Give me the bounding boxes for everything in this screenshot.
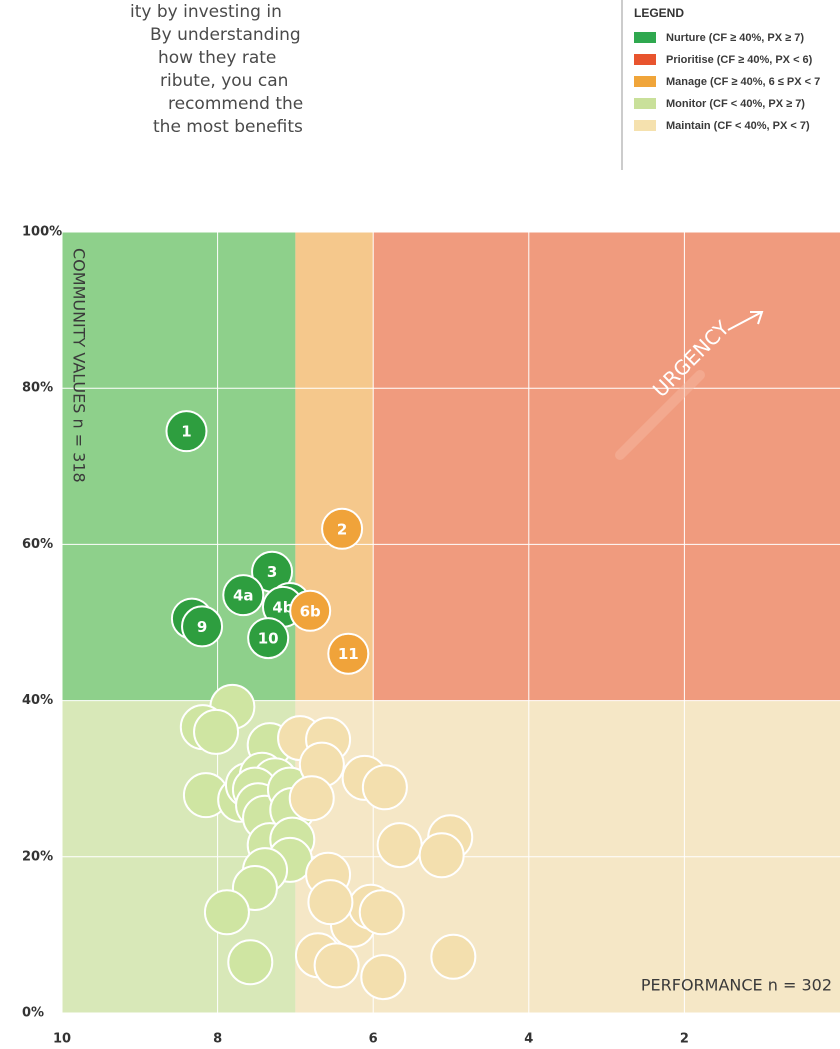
point — [430, 933, 477, 980]
intro-line: ribute, you can — [160, 71, 288, 91]
intro-line: how they rate — [158, 48, 276, 68]
bubble — [307, 879, 354, 926]
intro-line: recommend the — [168, 94, 303, 114]
bubble — [430, 933, 477, 980]
bubble — [418, 832, 465, 879]
bubble — [227, 939, 274, 986]
intro-line: By understanding — [150, 25, 301, 45]
point-label: 11 — [338, 645, 359, 663]
point: 11 — [327, 632, 370, 675]
point: 1 — [165, 410, 208, 453]
point — [376, 822, 423, 869]
point — [227, 939, 274, 986]
intro-line: ity by investing in — [130, 2, 282, 22]
point: 2 — [321, 507, 364, 550]
bubble — [376, 822, 423, 869]
bubble — [327, 632, 370, 675]
point — [361, 764, 408, 811]
y-tick-label: 20% — [22, 849, 53, 864]
point — [193, 708, 240, 755]
x-tick-label: 8 — [213, 1032, 222, 1047]
point-label: 4b — [272, 598, 293, 616]
point — [360, 954, 407, 1001]
legend-label: Monitor (CF < 40%, PX ≥ 7) — [666, 98, 805, 110]
intro-text: ity by investing in By understanding how t… — [130, 2, 303, 137]
bubble — [203, 889, 250, 936]
point-label: 6b — [300, 602, 321, 620]
plot-area: 10 8 6 4 20%20%40%60%80%100%COMMUNITY VALUES… — [22, 225, 840, 1047]
legend-swatch — [634, 32, 656, 43]
urgency-arrow — [727, 311, 764, 331]
bubble — [193, 708, 240, 755]
point-label: 2 — [337, 520, 347, 538]
bubble — [313, 942, 360, 989]
intro-line: the most benefits — [153, 117, 303, 137]
legend-label: Maintain (CF < 40%, PX < 7) — [666, 120, 810, 132]
point: 9 — [181, 605, 224, 648]
bubble — [361, 764, 408, 811]
legend-swatch — [634, 120, 656, 131]
point: 10 — [247, 617, 290, 660]
point — [203, 889, 250, 936]
legend-swatch — [634, 54, 656, 65]
bubble — [321, 507, 364, 550]
x-tick-label: 6 — [369, 1032, 378, 1047]
y-axis-label: COMMUNITY VALUES n = 318 — [70, 248, 89, 483]
urgency-streak — [615, 370, 705, 460]
region — [373, 232, 840, 701]
y-tick-label: 60% — [22, 537, 53, 552]
y-tick-label: 0% — [22, 1006, 44, 1021]
point-label: 3 — [267, 563, 277, 581]
x-tick-label: 10 — [53, 1032, 71, 1047]
bubble — [288, 775, 335, 822]
legend-title: LEGEND — [634, 6, 684, 20]
bubble — [247, 617, 290, 660]
x-tick-label: 4 — [524, 1032, 533, 1047]
y-tick-label: 80% — [22, 381, 53, 396]
legend-swatch — [634, 76, 656, 87]
point: 6b — [289, 589, 332, 632]
legend-label: Nurture (CF ≥ 40%, PX ≥ 7) — [666, 32, 804, 44]
y-tick-label: 100% — [22, 225, 62, 240]
bubble — [358, 889, 405, 936]
point — [418, 832, 465, 879]
bubble — [289, 589, 332, 632]
legend-label: Manage (CF ≥ 40%, 6 ≤ PX < 7 — [666, 76, 820, 88]
bubble — [222, 574, 265, 617]
point: 4a — [222, 574, 265, 617]
point-label: 10 — [258, 630, 279, 648]
bubble — [360, 954, 407, 1001]
point-label: 1 — [181, 423, 191, 441]
point — [358, 889, 405, 936]
point-label: 9 — [197, 618, 207, 636]
x-tick-label: 2 — [680, 1032, 689, 1047]
y-tick-label: 40% — [22, 693, 53, 708]
point-label: 4a — [233, 587, 254, 605]
legend-label: Prioritise (CF ≥ 40%, PX < 6) — [666, 54, 813, 66]
legend-swatch — [634, 98, 656, 109]
point — [313, 942, 360, 989]
bubble — [181, 605, 224, 648]
bubble — [165, 410, 208, 453]
x-axis-label: PERFORMANCE n = 302 — [641, 976, 832, 995]
point — [288, 775, 335, 822]
point — [307, 879, 354, 926]
